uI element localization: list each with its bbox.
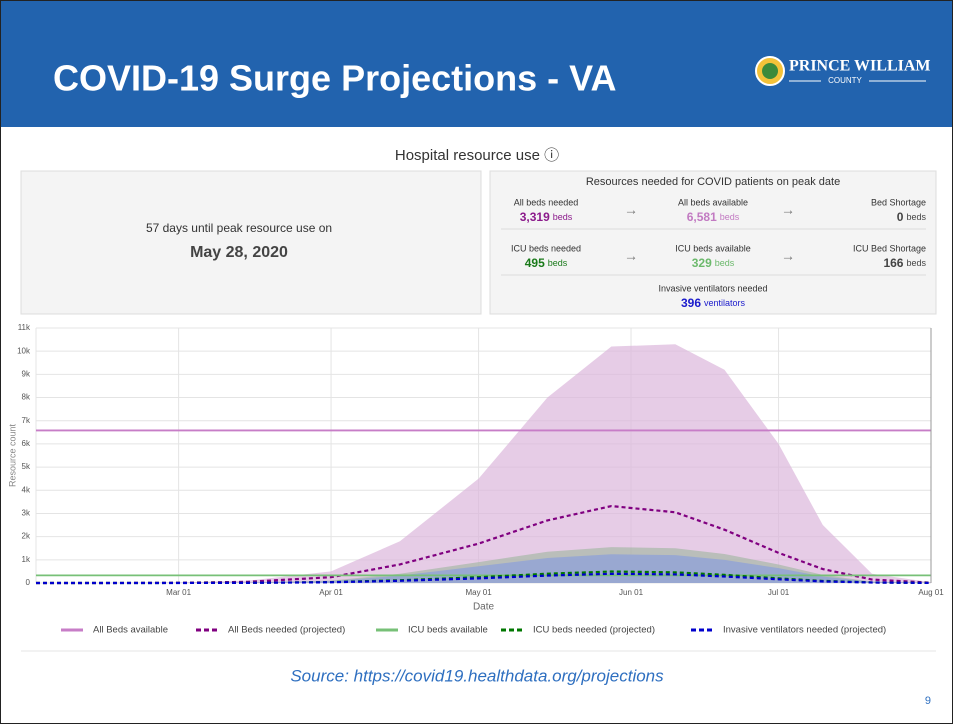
legend-label: ICU beds needed (projected) xyxy=(533,625,655,636)
resource-label: Invasive ventilators needed xyxy=(658,283,767,293)
uncertainty-band xyxy=(36,344,931,583)
resource-number: 0 xyxy=(897,210,904,224)
resource-value: 396 ventilators xyxy=(681,296,746,310)
legend-label: All Beds available xyxy=(93,625,168,636)
resource-unit: ventilators xyxy=(704,298,746,308)
resource-value: 0 beds xyxy=(897,210,927,224)
y-tick-label: 0 xyxy=(26,578,31,587)
resource-value: 6,581 beds xyxy=(687,210,740,224)
resource-value: 3,319 beds xyxy=(520,210,573,224)
resource-label: ICU beds available xyxy=(675,243,751,253)
legend-label: Invasive ventilators needed (projected) xyxy=(723,625,886,636)
peak-date: May 28, 2020 xyxy=(190,244,288,261)
resource-number: 166 xyxy=(883,256,903,270)
page-number: 9 xyxy=(925,695,931,707)
logo-seal-center xyxy=(762,63,778,79)
resource-label: All beds available xyxy=(678,197,748,207)
resource-number: 6,581 xyxy=(687,210,717,224)
logo-sub: COUNTY xyxy=(828,76,862,85)
y-tick-label: 10k xyxy=(17,346,31,355)
x-axis-label: Date xyxy=(473,602,495,613)
x-tick-label: Jun 01 xyxy=(619,588,644,597)
resources-title: Resources needed for COVID patients on p… xyxy=(586,176,840,188)
legend-label: All Beds needed (projected) xyxy=(228,625,345,636)
resource-unit: beds xyxy=(720,212,740,222)
x-tick-label: Jul 01 xyxy=(768,588,790,597)
resource-value: 495 beds xyxy=(525,256,568,270)
resource-number: 495 xyxy=(525,256,545,270)
resource-label: ICU beds needed xyxy=(511,243,581,253)
y-tick-label: 9k xyxy=(22,369,31,378)
legend-label: ICU beds available xyxy=(408,625,488,636)
resource-unit: beds xyxy=(906,258,926,268)
resource-unit: beds xyxy=(906,212,926,222)
arrow: → xyxy=(624,248,638,264)
resource-number: 396 xyxy=(681,296,701,310)
logo-name: PRINCE WILLIAM xyxy=(789,58,931,75)
arrow: → xyxy=(624,202,638,218)
peak-text: 57 days until peak resource use on xyxy=(146,221,332,235)
resource-number: 329 xyxy=(692,256,712,270)
header-bar xyxy=(1,1,952,127)
resources-panel xyxy=(489,170,937,315)
plot: 0 1k 2k 3k 4k 5k 6k 7k 8k 9k 10k 11k Mar 01 Apr 01 May… xyxy=(7,323,944,652)
resource-number: 3,319 xyxy=(520,210,550,224)
arrow: → xyxy=(781,248,795,264)
y-tick-label: 3k xyxy=(22,509,31,518)
peak-panel xyxy=(20,170,482,315)
x-tick-label: May 01 xyxy=(465,588,492,597)
resource-label: Bed Shortage xyxy=(871,197,926,207)
y-tick-label: 4k xyxy=(22,485,31,494)
x-tick-label: Aug 01 xyxy=(918,588,944,597)
resource-label: All beds needed xyxy=(514,197,579,207)
y-tick-label: 2k xyxy=(22,532,31,541)
y-tick-label: 5k xyxy=(22,462,31,471)
series-line xyxy=(36,504,932,585)
x-tick-label: Apr 01 xyxy=(319,588,343,597)
resource-value: 329 beds xyxy=(692,256,735,270)
resource-value: 166 beds xyxy=(883,256,926,270)
x-tick-label: Mar 01 xyxy=(166,588,191,597)
resource-unit: beds xyxy=(553,212,573,222)
y-tick-label: 8k xyxy=(22,393,31,402)
y-tick-label: 11k xyxy=(18,323,31,332)
y-tick-label: 6k xyxy=(22,439,31,448)
chart-heading: Hospital resource use ⓘ xyxy=(395,147,559,164)
resource-unit: beds xyxy=(715,258,735,268)
resource-unit: beds xyxy=(548,258,568,268)
series-line xyxy=(36,572,932,585)
y-axis-label: Resource count xyxy=(7,423,17,487)
y-tick-label: 7k xyxy=(22,416,31,425)
y-tick-label: 1k xyxy=(22,555,31,564)
arrow: → xyxy=(781,202,795,218)
resource-label: ICU Bed Shortage xyxy=(853,243,926,253)
source: Source: https://covid19.healthdata.org/p… xyxy=(290,666,664,685)
slide-title: COVID-19 Surge Projections - VA xyxy=(53,58,616,99)
